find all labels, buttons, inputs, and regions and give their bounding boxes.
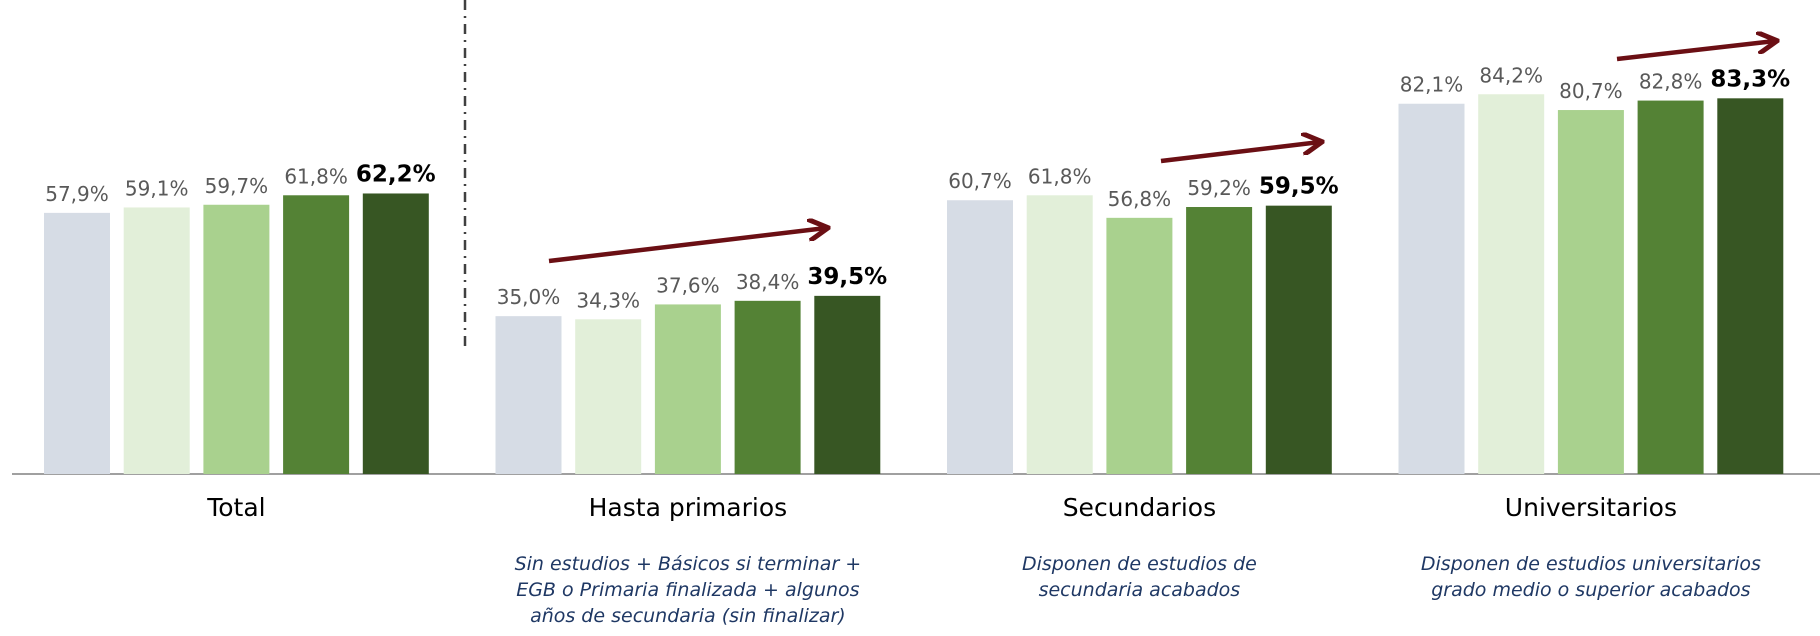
value-label: 38,4%: [736, 270, 800, 294]
value-label: 59,5%: [1259, 174, 1339, 200]
value-label: 56,8%: [1108, 187, 1172, 211]
bar: [734, 300, 801, 474]
bar: [1478, 94, 1545, 475]
value-label: 34,3%: [576, 288, 640, 312]
category-note: años de secundaria (sin finalizar): [530, 605, 846, 627]
category-note: Disponen de estudios de: [1022, 553, 1257, 575]
bar: [575, 319, 642, 474]
value-label: 61,8%: [1028, 164, 1092, 188]
category-label: Secundarios: [1063, 493, 1216, 522]
bar: [1557, 110, 1624, 474]
bar: [1265, 205, 1332, 474]
value-label: 59,2%: [1187, 176, 1251, 200]
value-label: 62,2%: [356, 161, 436, 187]
value-label: 60,7%: [948, 169, 1012, 193]
bar: [283, 195, 350, 475]
trend-arrow: [1616, 41, 1775, 62]
bar: [654, 304, 721, 474]
bar: [947, 200, 1013, 475]
value-label: 59,1%: [125, 176, 189, 200]
value-label: 61,8%: [284, 164, 348, 188]
category-label: Total: [206, 493, 265, 522]
value-label: 82,1%: [1400, 73, 1464, 97]
category-note: Sin estudios + Básicos si terminar +: [515, 553, 862, 575]
category-note: grado medio o superior acabados: [1431, 579, 1750, 601]
category-note: Disponen de estudios universitarios: [1421, 553, 1761, 575]
value-label: 83,3%: [1710, 66, 1790, 92]
bar: [814, 295, 881, 474]
trend-arrow: [548, 228, 826, 264]
value-label: 39,5%: [807, 264, 887, 290]
bar: [1026, 195, 1093, 475]
bar: [362, 193, 429, 474]
value-label: 35,0%: [497, 285, 561, 309]
value-label: 57,9%: [45, 182, 109, 206]
trend-arrows: [548, 41, 1775, 264]
bar: [44, 212, 110, 474]
bar: [1186, 207, 1253, 474]
value-label: 84,2%: [1479, 63, 1543, 87]
bar: [495, 316, 562, 474]
category-note: EGB o Primaria finalizada + algunos: [516, 579, 859, 601]
bar: [123, 207, 190, 475]
value-label: 80,7%: [1559, 79, 1623, 103]
bar: [1637, 100, 1704, 475]
value-label: 59,7%: [205, 174, 269, 198]
bar: [1717, 98, 1784, 474]
trend-arrow: [1160, 142, 1320, 164]
bar: [1106, 217, 1173, 474]
category-label: Universitarios: [1505, 493, 1677, 522]
value-label: 37,6%: [656, 273, 720, 297]
category-note: secundaria acabados: [1039, 579, 1241, 601]
category-label: Hasta primarios: [589, 493, 788, 522]
bar: [1398, 103, 1465, 474]
value-label: 82,8%: [1639, 70, 1703, 94]
bar: [203, 204, 270, 475]
